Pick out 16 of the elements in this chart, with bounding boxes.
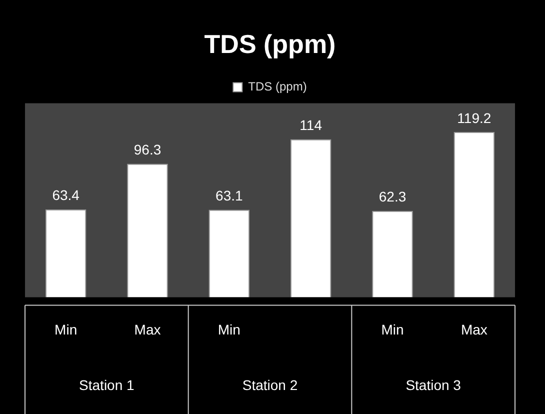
data-label: 63.1	[216, 188, 244, 204]
chart-title: TDS (ppm)	[204, 28, 336, 59]
text: Station 1	[79, 376, 135, 393]
data-label: 63.4	[52, 187, 80, 204]
text: Station 2	[242, 376, 298, 393]
x-tick-label: Min	[218, 321, 240, 338]
data-label: 119.2	[457, 110, 492, 126]
data-label: 96.3	[134, 142, 162, 158]
x-tick-label: Max	[134, 321, 161, 338]
x-tick-label: Max	[460, 321, 488, 338]
data-label: 114	[300, 117, 322, 134]
data-label: 62.3	[378, 188, 406, 205]
x-tick-label: Min	[54, 321, 78, 338]
x-tick-label: Min	[381, 321, 404, 338]
text: Station 3	[406, 376, 462, 393]
legend-label: TDS (ppm)	[248, 80, 307, 94]
